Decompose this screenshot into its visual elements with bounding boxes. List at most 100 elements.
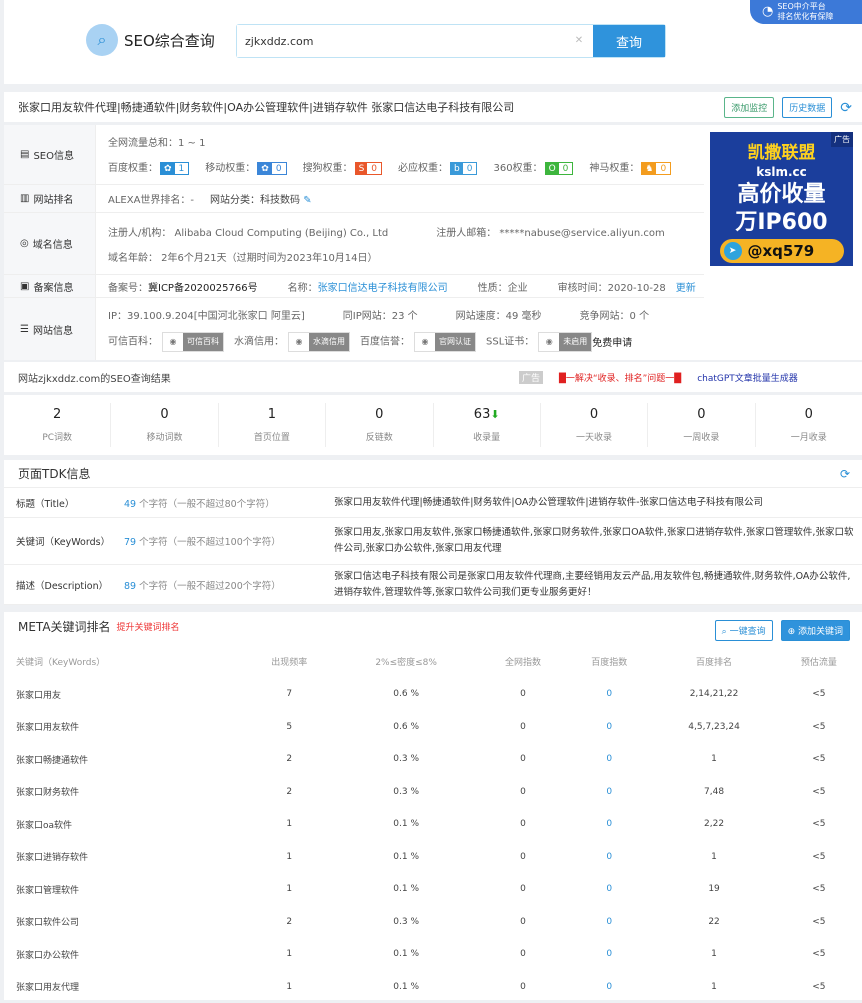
- add-monitor-button[interactable]: 添加监控: [724, 97, 774, 118]
- cert-item: 水滴信用：◉水滴信用: [234, 332, 350, 352]
- add-keyword-button[interactable]: ⊕ 添加关键词: [781, 620, 850, 641]
- refresh-icon[interactable]: ⟳: [840, 467, 850, 481]
- table-cell[interactable]: 0: [566, 873, 652, 906]
- table-cell: 1: [246, 971, 332, 1003]
- cert-label: 百度信誉：: [360, 336, 410, 347]
- cert-badge[interactable]: ◉水滴信用: [288, 332, 350, 352]
- promo-link[interactable]: 提升关键词排名: [117, 620, 180, 633]
- table-cell: 0.1 %: [332, 873, 480, 906]
- table-cell: <5: [776, 808, 862, 841]
- clear-icon[interactable]: ✕: [565, 25, 593, 57]
- cert-item: 百度信誉： ◉官网认证: [360, 332, 476, 352]
- table-cell[interactable]: 0: [566, 906, 652, 939]
- table-cell: 1: [652, 743, 775, 776]
- table-cell[interactable]: 0: [566, 678, 652, 711]
- section-title: META关键词排名: [18, 618, 111, 635]
- query-all-button[interactable]: ⌕ 一键查询: [715, 620, 773, 641]
- tdk-value: 张家口信达电子科技有限公司是张家口用友软件代理商,主要经销用友云产品,用友软件包…: [334, 569, 862, 601]
- table-cell: 2: [246, 743, 332, 776]
- table-cell: 2,22: [652, 808, 775, 841]
- engine-icon: S: [356, 163, 368, 174]
- stat-value: 0: [375, 407, 383, 422]
- stat-label: 一天收录: [541, 430, 647, 443]
- weight-badge[interactable]: ✿1: [160, 162, 189, 175]
- logo[interactable]: ⌕SEO综合查询: [86, 24, 215, 56]
- table-cell: 0: [480, 808, 566, 841]
- cert-badge[interactable]: ◉官网认证: [414, 332, 476, 352]
- column-header: 预估流量: [776, 644, 862, 678]
- weight-label: 搜狗权重：: [303, 163, 353, 174]
- table-cell[interactable]: 0: [566, 711, 652, 744]
- promo-banner[interactable]: ◔SEO中介平台排名优化有保障: [750, 0, 862, 24]
- row-label: 备案信息: [33, 279, 73, 294]
- site-info-row: ☰网站信息 IP：39.100.9.204[中国河北张家口 阿里云]同IP网站：…: [4, 298, 704, 360]
- table-cell[interactable]: 0: [566, 808, 652, 841]
- weight-value: 1: [175, 164, 189, 174]
- table-cell: 0.3 %: [332, 776, 480, 809]
- promo-link[interactable]: █一解决“收录、排名”问题一█: [559, 371, 681, 384]
- table-cell: 1: [652, 938, 775, 971]
- table-cell: 0: [480, 906, 566, 939]
- char-limit: 个字符（一般不超过80个字符）: [136, 499, 275, 510]
- row-label: 域名信息: [33, 236, 73, 251]
- refresh-icon[interactable]: ⟳: [840, 100, 852, 116]
- column-header: 出现频率: [246, 644, 332, 678]
- table-cell: 1: [246, 841, 332, 874]
- site-title-bar: 张家口用友软件代理|畅捷通软件|财务软件|OA办公管理软件|进销存软件 张家口信…: [4, 92, 862, 122]
- table-cell: 0: [480, 873, 566, 906]
- history-button[interactable]: 历史数据: [782, 97, 832, 118]
- tdk-value: 张家口用友,张家口用友软件,张家口畅捷通软件,张家口财务软件,张家口OA软件,张…: [334, 525, 862, 557]
- weight-label: 百度权重：: [108, 163, 158, 174]
- table-cell: <5: [776, 938, 862, 971]
- table-cell: 0.1 %: [332, 808, 480, 841]
- char-count: 79: [124, 537, 136, 548]
- search-button[interactable]: 查询: [593, 25, 665, 57]
- table-cell[interactable]: 0: [566, 743, 652, 776]
- row-label: 网站信息: [33, 322, 73, 337]
- table-cell: 0: [480, 938, 566, 971]
- cert-badge[interactable]: ◉可信百科: [162, 332, 224, 352]
- tdk-label: 关键词（KeyWords）: [4, 534, 124, 548]
- search-chart-icon: ⌕: [86, 24, 118, 56]
- edit-icon[interactable]: ✎: [303, 195, 311, 206]
- cert-badge[interactable]: ◉未启用: [538, 332, 592, 352]
- table-cell[interactable]: 0: [566, 971, 652, 1003]
- table-cell: 0: [480, 841, 566, 874]
- stat-label: 首页位置: [219, 430, 325, 443]
- ad-banner[interactable]: 广告 凯撒联盟 kslm.cc 高价收量 万IP600 ➤@xq579: [710, 132, 853, 266]
- weight-label: 必应权重：: [398, 163, 448, 174]
- table-cell[interactable]: 0: [566, 841, 652, 874]
- cert-icon: ◉: [539, 337, 559, 346]
- bar-chart-icon: ▥: [20, 193, 29, 204]
- site-title: 张家口用友软件代理|畅捷通软件|财务软件|OA办公管理软件|进销存软件 张家口信…: [18, 99, 514, 115]
- icp-company-link[interactable]: 张家口信达电子科技有限公司: [318, 283, 448, 294]
- weight-badge[interactable]: ♞0: [641, 162, 671, 175]
- icp-update-link[interactable]: 更新: [676, 279, 696, 294]
- chatgpt-link[interactable]: chatGPT文章批量生成器: [697, 371, 798, 384]
- weight-badge[interactable]: ✿0: [257, 162, 286, 175]
- tdk-value: 张家口用友软件代理|畅捷通软件|财务软件|OA办公管理软件|进销存软件-张家口信…: [334, 495, 862, 511]
- table-cell[interactable]: 0: [566, 776, 652, 809]
- ssl-apply-link[interactable]: 免费申请: [592, 334, 632, 349]
- cert-icon: ◉: [415, 337, 435, 346]
- tdk-row: 标题（Title）49 个字符（一般不超过80个字符）张家口用友软件代理|畅捷通…: [4, 488, 862, 518]
- table-cell[interactable]: 0: [566, 938, 652, 971]
- stat-item[interactable]: 63⬇收录量: [434, 403, 541, 447]
- table-cell: 张家口管理软件: [4, 873, 246, 906]
- search-input[interactable]: [237, 25, 565, 57]
- table-cell: 22: [652, 906, 775, 939]
